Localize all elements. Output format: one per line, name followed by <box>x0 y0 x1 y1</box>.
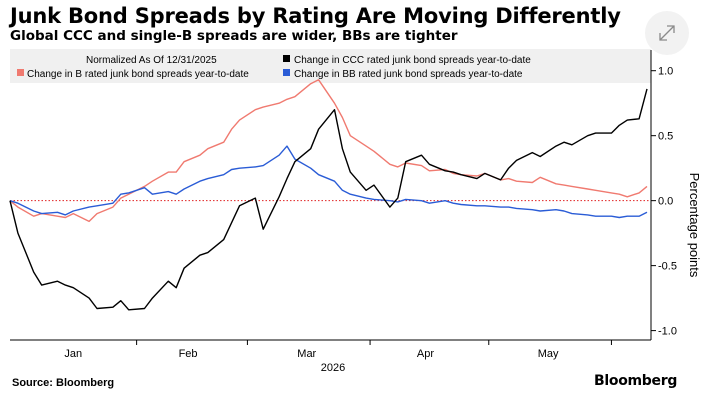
y-tick-label: -1.0 <box>658 326 677 338</box>
legend: Normalized As Of 12/31/2025 Change in CC… <box>10 49 651 83</box>
x-tick-label: May <box>538 348 559 360</box>
x-tick-label: Apr <box>417 348 434 360</box>
y-ticks: 1.0 0.5 0.0 -0.5 -1.0 <box>651 66 677 338</box>
legend-label-ccc: Change in CCC rated junk bond spreads ye… <box>294 55 531 66</box>
y-tick-label: 0.5 <box>658 131 673 143</box>
y-tick-label: -0.5 <box>658 261 677 273</box>
series-lines <box>9 79 648 311</box>
legend-item-ccc: Change in CCC rated junk bond spreads ye… <box>283 55 531 66</box>
series-line-bb <box>9 145 648 219</box>
x-tick-label: Mar <box>297 348 316 360</box>
legend-item-bb: Change in BB rated junk bond spreads yea… <box>283 69 523 80</box>
expand-button[interactable] <box>645 11 689 55</box>
chart-subtitle: Global CCC and single-B spreads are wide… <box>10 28 458 44</box>
y-axis-title: Percentage points <box>687 173 702 278</box>
y-tick-label: 0.0 <box>658 196 673 208</box>
y-tick-label: 1.0 <box>658 66 673 78</box>
legend-label-bb: Change in BB rated junk bond spreads yea… <box>294 69 523 80</box>
legend-label-b: Change in B rated junk bond spreads year… <box>27 69 249 80</box>
series-line-b <box>9 79 648 223</box>
x-ticks: Jan Feb Mar Apr May <box>64 340 612 360</box>
expand-arrows-icon <box>659 25 675 41</box>
series-line-ccc <box>9 88 648 311</box>
legend-item-b: Change in B rated junk bond spreads year… <box>17 69 249 80</box>
year-label: 2026 <box>321 362 345 374</box>
brand-logo-text: Bloomberg <box>594 373 678 389</box>
chart-title: Junk Bond Spreads by Rating Are Moving D… <box>10 4 621 28</box>
source-note: Source: Bloomberg <box>12 377 115 389</box>
x-tick-label: Feb <box>179 348 198 360</box>
x-tick-label: Jan <box>64 348 82 360</box>
normalization-note: Normalized As Of 12/31/2025 <box>86 55 217 66</box>
